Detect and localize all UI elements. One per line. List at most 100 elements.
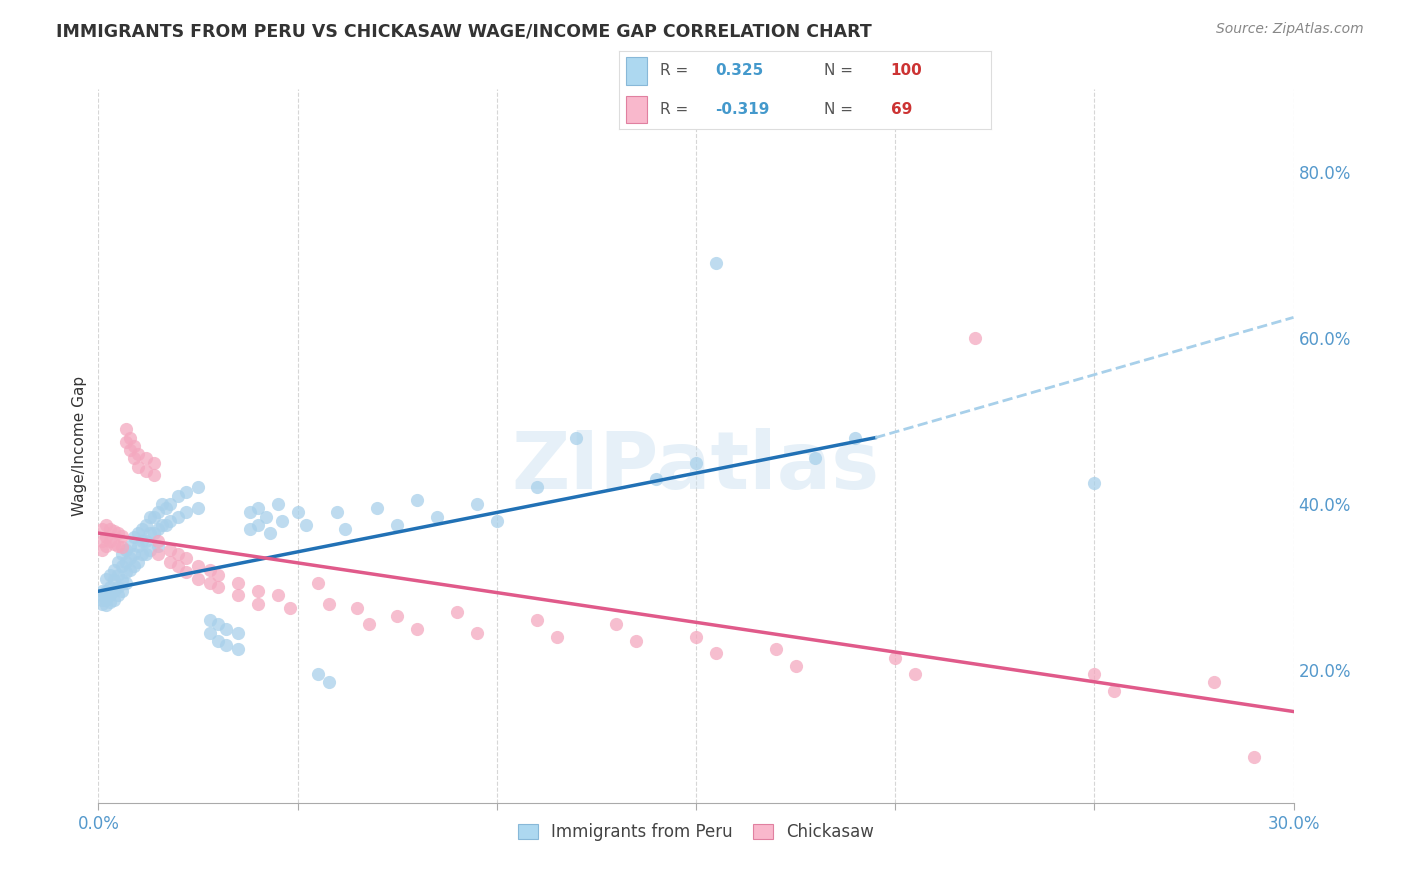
Point	[120, 539, 142, 553]
Point	[120, 564, 142, 578]
Point	[139, 526, 162, 541]
Point	[107, 555, 129, 569]
Point	[1104, 683, 1126, 698]
Point	[963, 331, 986, 345]
Point	[143, 456, 166, 470]
Point	[135, 451, 157, 466]
Point	[174, 484, 197, 499]
Point	[359, 617, 381, 632]
Point	[103, 524, 125, 538]
Point	[318, 597, 340, 611]
Point	[1083, 476, 1105, 491]
Point	[135, 547, 157, 561]
Point	[107, 567, 129, 582]
Point	[103, 592, 125, 607]
Point	[259, 526, 281, 541]
Point	[143, 468, 166, 483]
Point	[143, 526, 166, 541]
Point	[187, 481, 209, 495]
Point	[226, 642, 249, 657]
Point	[120, 551, 142, 566]
Point	[844, 431, 866, 445]
Point	[124, 530, 146, 544]
Point	[207, 634, 229, 648]
Point	[148, 522, 170, 536]
Point	[215, 622, 238, 636]
Point	[346, 600, 368, 615]
Point	[318, 675, 340, 690]
Point	[267, 497, 290, 511]
Point	[167, 547, 190, 561]
Point	[135, 534, 157, 549]
Text: N =: N =	[824, 102, 852, 117]
Point	[246, 517, 269, 532]
Point	[246, 597, 269, 611]
Point	[465, 625, 488, 640]
Point	[307, 575, 329, 590]
Point	[884, 650, 907, 665]
Point	[904, 667, 927, 681]
Point	[148, 539, 170, 553]
Point	[174, 505, 197, 519]
Point	[98, 595, 122, 609]
Point	[187, 572, 209, 586]
Text: Source: ZipAtlas.com: Source: ZipAtlas.com	[1216, 22, 1364, 37]
Point	[96, 592, 118, 607]
Text: 100: 100	[890, 63, 922, 78]
Point	[91, 542, 114, 557]
Point	[270, 514, 292, 528]
Point	[115, 434, 138, 449]
Point	[307, 667, 329, 681]
Point	[139, 542, 162, 557]
Point	[127, 526, 149, 541]
Point	[127, 459, 149, 474]
Point	[685, 630, 707, 644]
Point	[107, 526, 129, 541]
Point	[115, 542, 138, 557]
Point	[96, 539, 118, 553]
Point	[96, 572, 118, 586]
Point	[96, 517, 118, 532]
Point	[246, 584, 269, 599]
Point	[150, 497, 173, 511]
Point	[704, 256, 727, 270]
Point	[91, 597, 114, 611]
FancyBboxPatch shape	[626, 95, 647, 123]
Text: R =: R =	[659, 63, 688, 78]
Point	[335, 522, 357, 536]
Point	[127, 555, 149, 569]
Point	[115, 422, 138, 436]
Point	[111, 528, 134, 542]
Point	[120, 431, 142, 445]
Point	[1243, 750, 1265, 764]
Point	[124, 451, 146, 466]
Point	[526, 481, 548, 495]
Point	[326, 505, 349, 519]
Point	[98, 567, 122, 582]
Point	[111, 547, 134, 561]
Point	[1202, 675, 1225, 690]
Point	[103, 584, 125, 599]
Point	[198, 625, 221, 640]
Point	[704, 647, 727, 661]
Point	[111, 559, 134, 574]
Point	[115, 555, 138, 569]
Point	[406, 622, 429, 636]
Point	[267, 588, 290, 602]
Point	[96, 584, 118, 599]
Point	[207, 580, 229, 594]
Point	[446, 605, 468, 619]
Point	[98, 588, 122, 602]
Point	[91, 592, 114, 607]
Point	[246, 501, 269, 516]
Point	[198, 575, 221, 590]
Point	[131, 547, 153, 561]
Point	[159, 497, 181, 511]
Point	[167, 509, 190, 524]
Point	[605, 617, 627, 632]
Point	[254, 509, 277, 524]
Point	[150, 517, 173, 532]
Point	[124, 559, 146, 574]
Point	[107, 588, 129, 602]
Text: N =: N =	[824, 63, 852, 78]
